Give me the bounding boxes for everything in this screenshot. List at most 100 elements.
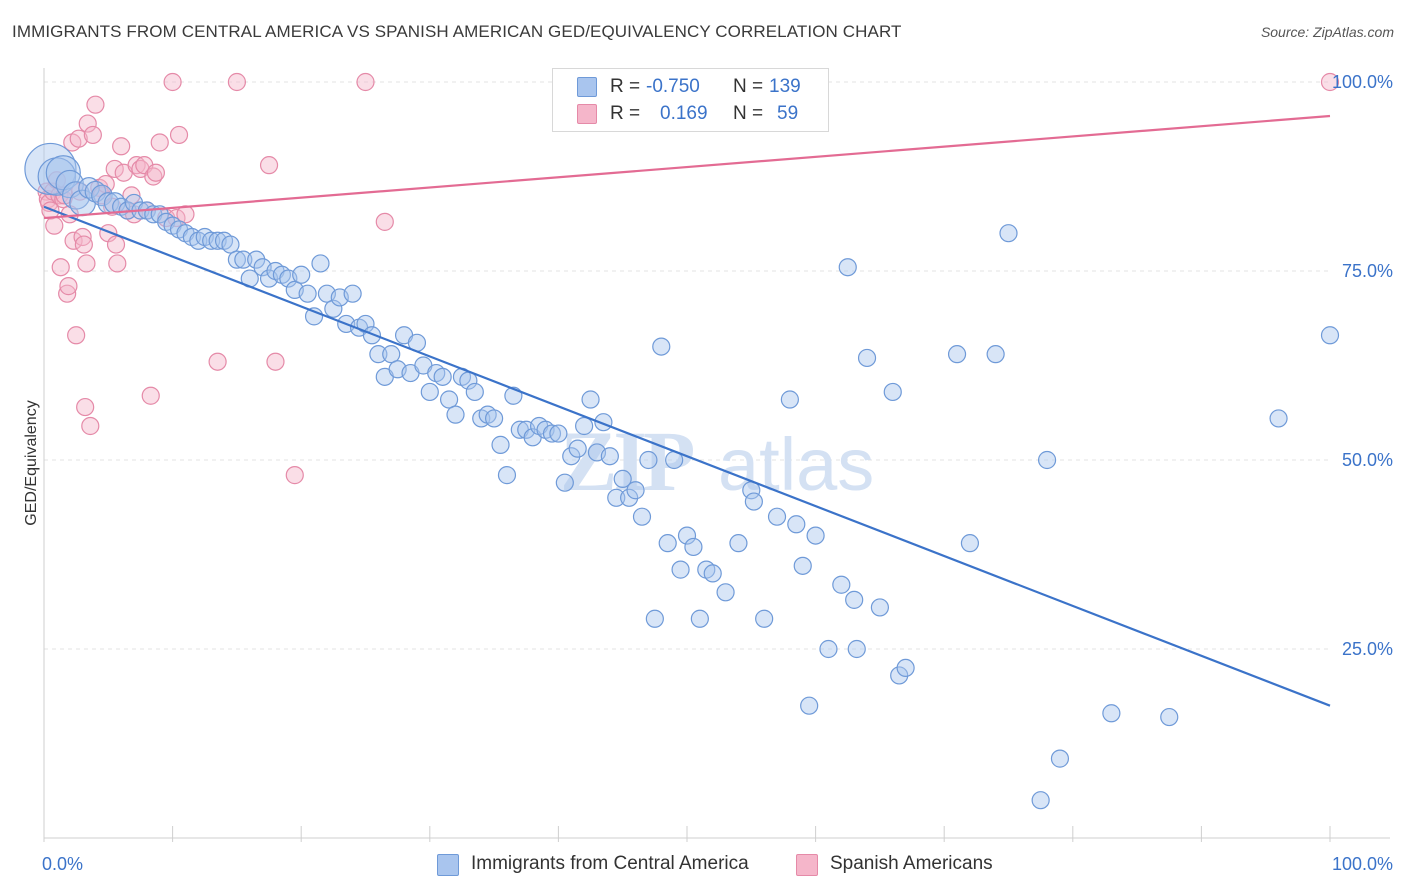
data-point [362,326,382,345]
data-point [767,507,787,526]
data-point [620,488,639,507]
data-point [41,201,60,220]
data-point [73,227,92,247]
data-point [600,447,619,466]
y-tick-label: 75.0% [1342,261,1393,281]
data-point [491,435,510,454]
y-tick-label: 100.0% [1332,72,1393,92]
data-point [81,416,100,436]
legend-swatch-blue [577,77,597,97]
data-point [433,367,452,386]
data-point [266,352,285,371]
data-point [1160,707,1179,727]
chart-source: Source: ZipAtlas.com [1260,24,1394,40]
trend-line-spanish-americans [43,114,1331,220]
data-point [549,424,568,443]
data-point [793,556,812,575]
bottom-legend-central-america: Immigrants from Central America [437,851,777,879]
data-point [67,326,86,345]
legend-r-label: R = [610,76,641,97]
data-point [497,466,517,485]
data-point [163,72,182,92]
data-point [298,284,317,303]
legend-r-label: R = [610,103,641,124]
legend-n-label: N = [733,103,764,124]
data-point [832,575,851,594]
data-point [729,534,748,553]
data-point [64,231,83,250]
data-point [247,250,266,269]
data-point [632,507,652,526]
data-point [221,235,240,254]
data-point [485,409,504,428]
data-point [69,129,88,148]
data-point [568,439,587,458]
bottom-legend-swatch-blue [437,854,459,876]
y-axis-label: GED/Equivalency [23,400,40,525]
data-point [542,424,562,443]
data-point [857,348,877,368]
data-point [1102,704,1121,723]
data-point [1320,72,1340,92]
x-tick-label-left: 0.0% [42,854,83,874]
data-point [1031,791,1050,810]
data-point [343,284,362,303]
data-point [716,583,735,602]
chart-title: IMMIGRANTS FROM CENTRAL AMERICA VS SPANI… [12,22,902,41]
axes [43,68,1390,842]
data-point [292,265,311,284]
data-point [703,564,722,583]
stats-legend: R = -0.750 N = 139 R = 0.169 N = 59 [552,68,829,132]
legend-n-value: 59 [777,103,799,124]
data-point [607,488,626,507]
data-point [800,696,819,715]
data-point [150,133,169,152]
y-tick-label: 50.0% [1342,450,1393,470]
data-point [613,469,632,488]
data-point [947,345,967,364]
data-point [838,258,857,277]
data-point [77,254,96,273]
data-point [986,345,1005,364]
data-point [311,254,330,273]
data-point [847,639,866,659]
data-point [227,72,246,92]
data-point [58,284,77,303]
bottom-legend-label-pink: Spanish Americans [830,853,993,874]
y-tick-labels: 25.0% 50.0% 75.0% 100.0% [1332,72,1393,659]
data-point [446,405,465,424]
data-point [677,526,697,545]
data-point [581,390,600,409]
data-point [684,537,703,557]
y-tick-label: 25.0% [1342,639,1393,659]
data-point [285,466,304,485]
data-point [896,658,915,678]
legend-row-central-america: R = -0.750 N = 139 [553,73,828,99]
data-point [652,337,671,356]
legend-n-value: 139 [769,76,801,97]
legend-r-value: -0.750 [646,76,700,97]
data-point [744,492,763,511]
data-point [870,598,890,617]
data-point [645,609,664,628]
data-point [562,447,581,466]
data-point [59,277,78,296]
data-point [626,481,645,500]
watermark-zip: ZIP [560,413,694,509]
data-point [78,114,97,133]
data-point [658,534,677,553]
bottom-legend-spanish-americans: Spanish Americans [796,851,1016,879]
data-point [369,345,388,364]
data-point [234,250,253,269]
data-point [1050,749,1070,768]
data-point [465,382,484,402]
data-point [227,250,246,269]
watermark-atlas: atlas [718,423,874,506]
data-point [169,125,189,145]
watermark: ZIP atlas [560,413,874,509]
data-point [202,231,221,250]
legend-row-spanish-americans: R = 0.169 N = 59 [553,100,828,126]
data-point [112,137,131,156]
data-point [420,382,439,402]
data-point [76,397,95,417]
